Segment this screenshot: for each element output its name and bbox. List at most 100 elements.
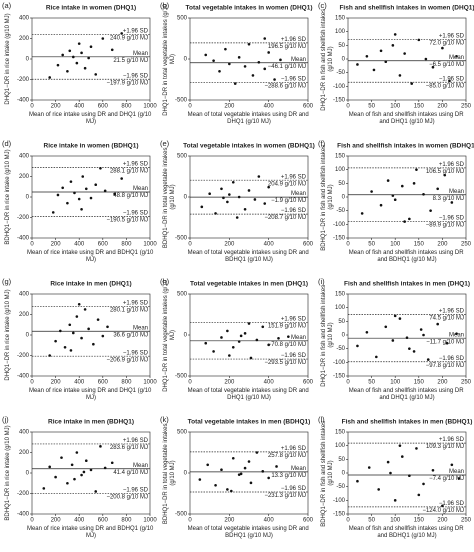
limit-value-label: −208.7 g/10 MJ [264, 215, 306, 221]
data-point [75, 315, 79, 318]
limit-value-label: −85.0 g/10 MJ [426, 83, 464, 89]
data-point [63, 346, 67, 349]
y-tick-label: 500 [177, 430, 188, 436]
x-tick-label: 800 [121, 104, 132, 110]
x-tick-label: 150 [414, 104, 425, 110]
x-tick-label: 0 [346, 380, 350, 386]
y-tick-label: -100 [333, 360, 346, 366]
x-tick-label: 0 [30, 380, 34, 386]
y-tick-label: -100 [333, 498, 346, 504]
data-point [243, 65, 247, 68]
y-tick-label: -200 [17, 215, 30, 221]
x-tick-label: 150 [414, 518, 425, 524]
data-point [61, 53, 64, 57]
x-tick-label: 100 [390, 380, 401, 386]
limit-value-label: 36.6 g/10 MJ [113, 332, 148, 338]
y-axis-label: BDHQ1−DR in fish and shellfish intakes (… [321, 143, 334, 251]
data-point [120, 32, 123, 35]
data-point [56, 63, 60, 67]
panel-label: (a) [2, 1, 12, 10]
data-point [398, 317, 402, 320]
y-tick-label: 400 [19, 430, 30, 436]
data-point [455, 54, 458, 58]
x-tick-label: 50 [368, 242, 375, 248]
data-point [68, 323, 72, 327]
y-tick-label: -150 [333, 236, 346, 242]
data-point [247, 460, 251, 463]
data-point [110, 461, 114, 465]
limit-name: Mean [133, 51, 148, 57]
x-tick-label: 50 [368, 518, 375, 524]
limit-value-label: 41.4 g/10 MJ [113, 470, 148, 476]
data-point [222, 196, 225, 200]
data-point [356, 344, 359, 348]
x-tick-label: 200 [51, 104, 62, 110]
y-axis-label: BDHQ1−DR in total vegetable intakes (g/1… [163, 146, 176, 248]
data-point [72, 55, 75, 59]
x-tick-label: 250 [461, 380, 472, 386]
data-point [106, 325, 109, 329]
x-tick-label: 0 [346, 518, 350, 524]
limit-name: Mean [133, 186, 148, 192]
data-point [441, 46, 444, 50]
y-tick-label: -150 [333, 98, 346, 104]
data-point [422, 333, 425, 337]
x-tick-label: 250 [461, 242, 472, 248]
data-point [226, 488, 229, 491]
data-point [48, 76, 51, 79]
y-tick-label: 100 [335, 167, 346, 173]
x-tick-label: 600 [303, 518, 314, 524]
data-point [261, 470, 265, 473]
data-point [89, 45, 93, 48]
data-point [275, 465, 278, 468]
data-point [226, 200, 229, 204]
data-point [48, 354, 51, 357]
x-axis-label: Mean of rice intake using DR and DHQ1 (g… [29, 112, 153, 125]
limit-name: Mean [133, 325, 148, 331]
data-point [80, 51, 83, 55]
y-tick-label: 50 [338, 181, 345, 187]
data-point [370, 190, 373, 193]
limit-value-label: −288.6 g/10 MJ [264, 84, 306, 90]
data-point [267, 343, 270, 347]
limit-value-label: −89.9 g/10 MJ [426, 223, 464, 229]
data-point [83, 66, 87, 70]
x-axis-label: Mean of fish and shellfish intakes using… [349, 388, 465, 401]
data-point [198, 478, 202, 481]
data-point [379, 49, 383, 53]
data-point [386, 460, 390, 464]
limit-value-label: 151.9 g/10 MJ [268, 324, 306, 330]
x-tick-label: 800 [121, 380, 132, 386]
data-point [77, 42, 81, 45]
data-point [228, 193, 231, 196]
y-tick-label: 0 [184, 471, 188, 477]
y-tick-label: -50 [336, 346, 345, 352]
limit-name: −1.96 SD [123, 211, 149, 217]
data-point [60, 456, 63, 459]
limit-value-label: 72.0 g/10 MJ [429, 40, 464, 46]
y-axis-label: DHQ1−DR in total vegetable intakes (g/10… [163, 278, 176, 392]
data-point [443, 173, 447, 177]
panel-title: Fish and shellfish intakes in men (BDHQ1… [342, 419, 473, 426]
x-tick-label: 600 [98, 518, 109, 524]
data-point [82, 470, 86, 474]
data-point [253, 198, 257, 201]
data-point [113, 192, 116, 196]
y-tick-label: -200 [17, 353, 30, 359]
data-point [94, 490, 98, 493]
data-point [204, 53, 208, 57]
limit-value-label: −293.5 g/10 MJ [264, 360, 306, 366]
y-tick-label: -200 [17, 77, 30, 83]
x-tick-label: 0 [346, 104, 350, 110]
data-point [249, 356, 253, 360]
y-tick-label: 200 [19, 450, 30, 456]
limit-name: Mean [133, 463, 148, 469]
data-point [99, 167, 102, 170]
x-tick-label: 0 [188, 380, 192, 386]
data-point [257, 175, 261, 178]
y-tick-label: 0 [26, 57, 30, 63]
data-point [84, 459, 88, 463]
limit-value-label: −1.9 g/10 MJ [271, 198, 306, 204]
y-tick-label: 150 [335, 154, 346, 160]
limit-value-label: −97.8 g/10 MJ [426, 363, 464, 369]
